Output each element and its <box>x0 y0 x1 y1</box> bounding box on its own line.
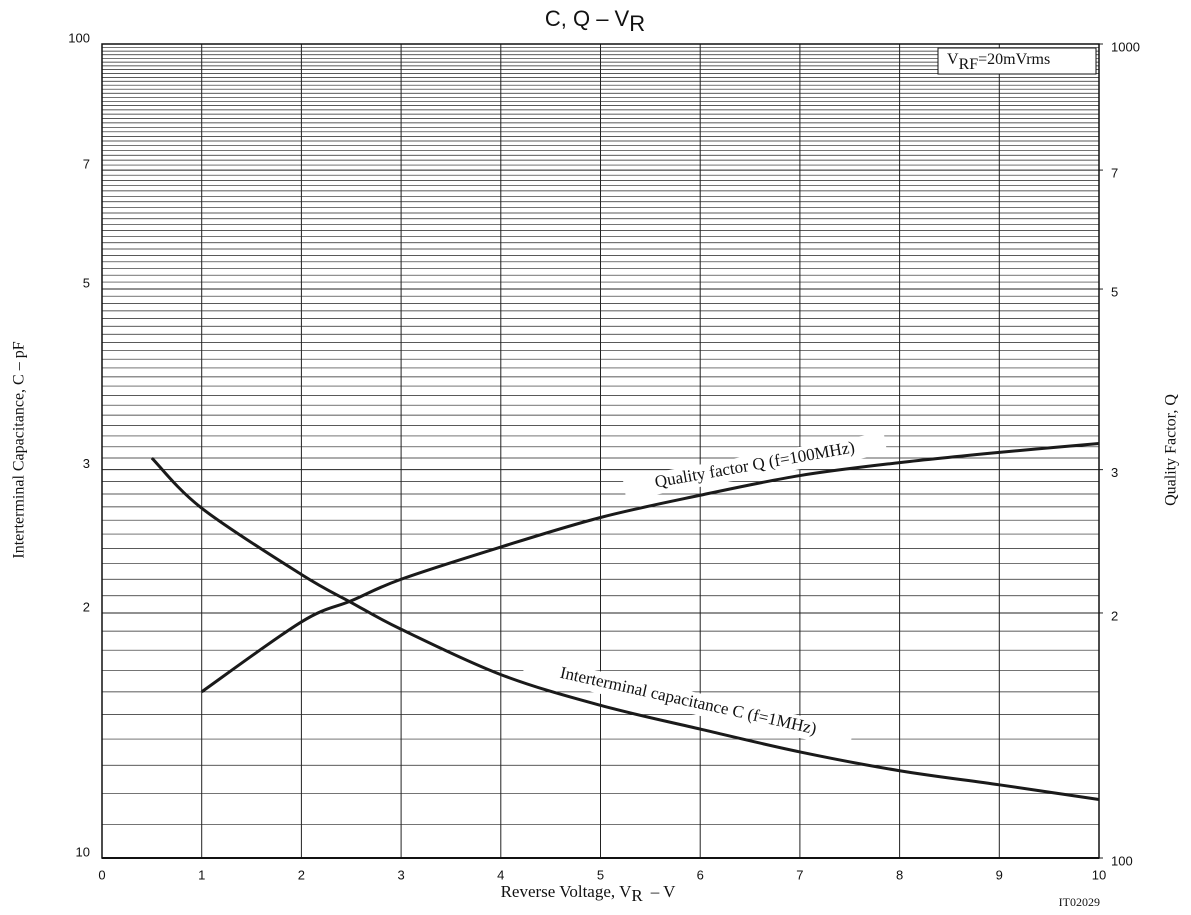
curve-label-bg <box>522 655 854 749</box>
y2-tick-label: 1000 <box>1111 39 1140 54</box>
figure-code: IT02029 <box>1059 895 1100 909</box>
annotation-box <box>937 47 1097 75</box>
y-tick-label: 5 <box>83 275 90 290</box>
x-tick-label: 9 <box>996 867 1003 882</box>
annotation-rest: =20mVrms <box>978 51 1050 68</box>
x-tick-label: 7 <box>796 867 803 882</box>
x-label-text: Reverse Voltage, V <box>501 882 633 901</box>
annotation-v: V <box>947 51 959 68</box>
y2-tick-label: 5 <box>1111 284 1118 299</box>
y2-tick-label: 100 <box>1111 853 1133 868</box>
x-label-unit: – V <box>650 882 676 901</box>
x-tick-label: 0 <box>98 867 105 882</box>
curve-label: Quality factor Q (f=100MHz) <box>622 432 888 500</box>
series-line <box>150 456 1100 801</box>
annotation-text: VRF=20mVrms <box>947 51 1050 73</box>
y-tick-label: 10 <box>76 844 90 859</box>
x-tick-label: 10 <box>1092 867 1106 882</box>
y-tick-label: 7 <box>83 157 90 172</box>
x-tick-label: 5 <box>597 867 604 882</box>
curve-label: Interterminal capacitance C (f=1MHz) <box>522 655 854 749</box>
x-label-sub: R <box>631 886 643 905</box>
x-tick-label: 6 <box>697 867 704 882</box>
annotation: VRF=20mVrms <box>937 47 1097 75</box>
y2-tick-label: 7 <box>1111 166 1118 181</box>
y2-tick-label: 2 <box>1111 608 1118 623</box>
title-text: C, Q – V <box>545 6 630 31</box>
y2-axis-label: Quality Factor, Q <box>1163 394 1180 506</box>
y-tick-label: 100 <box>68 30 90 45</box>
x-tick-label: 2 <box>298 867 305 882</box>
x-tick-label: 8 <box>896 867 903 882</box>
x-tick-label: 3 <box>397 867 404 882</box>
x-axis-label: Reverse Voltage, VR – V <box>501 882 677 905</box>
x-tick-label: 4 <box>497 867 504 882</box>
y-tick-label: 2 <box>83 599 90 614</box>
curve-label-bg <box>622 432 888 500</box>
annotation-sub: RF <box>959 56 979 73</box>
y2-tick-label: 3 <box>1111 465 1118 480</box>
y-tick-label: 3 <box>83 456 90 471</box>
title-sub: R <box>629 11 645 36</box>
series-line <box>200 442 1100 694</box>
x-tick-label: 1 <box>198 867 205 882</box>
chart-title: C, Q – VR <box>545 6 645 36</box>
y-axis-label: Interterminal Capacitance, C – pF <box>11 341 28 558</box>
